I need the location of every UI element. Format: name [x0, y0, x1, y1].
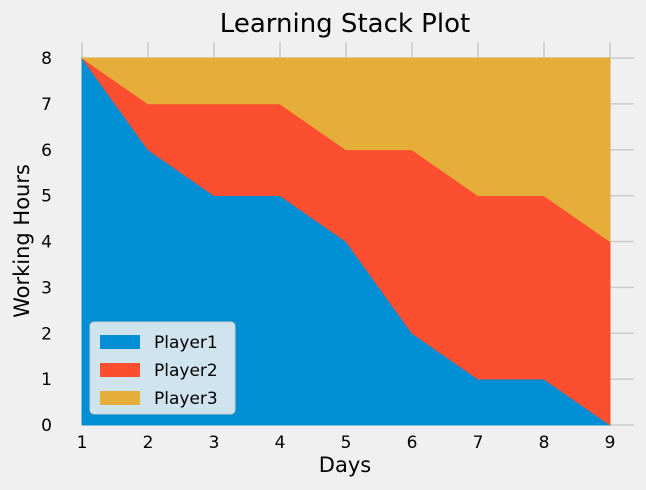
legend-label: Player3: [154, 389, 218, 409]
x-tick-label: 1: [77, 433, 88, 453]
x-tick-label: 4: [275, 433, 286, 453]
axes: 1 2 3 4 5 6 7 8 9 0 1 2 3 4 5 6 7 8: [41, 49, 615, 453]
x-tick-label: 7: [473, 433, 484, 453]
x-tick-label: 9: [605, 433, 616, 453]
legend-label: Player2: [154, 361, 218, 381]
x-tick-label: 5: [341, 433, 352, 453]
y-tick-label: 7: [41, 95, 52, 115]
y-tick-label: 6: [41, 141, 52, 161]
x-tick-label: 6: [407, 433, 418, 453]
y-tick-label: 0: [41, 416, 52, 436]
legend-label: Player1: [154, 333, 218, 353]
legend: Player1 Player2 Player3: [89, 321, 236, 415]
y-tick-label: 5: [41, 187, 52, 207]
chart-title: Learning Stack Plot: [220, 9, 470, 39]
y-tick-label: 3: [41, 278, 52, 298]
x-tick-label: 3: [209, 433, 220, 453]
legend-swatch: [100, 335, 140, 349]
y-tick-label: 1: [41, 370, 52, 390]
legend-swatch: [100, 363, 140, 377]
y-tick-label: 2: [41, 324, 52, 344]
x-tick-label: 8: [539, 433, 550, 453]
y-tick-label: 4: [41, 233, 52, 253]
legend-swatch: [100, 391, 140, 405]
x-tick-label: 2: [143, 433, 154, 453]
y-axis-label: Working Hours: [10, 164, 34, 318]
x-axis-label: Days: [319, 453, 371, 477]
area-player3: [80, 57, 611, 243]
y-tick-label: 8: [41, 49, 52, 69]
